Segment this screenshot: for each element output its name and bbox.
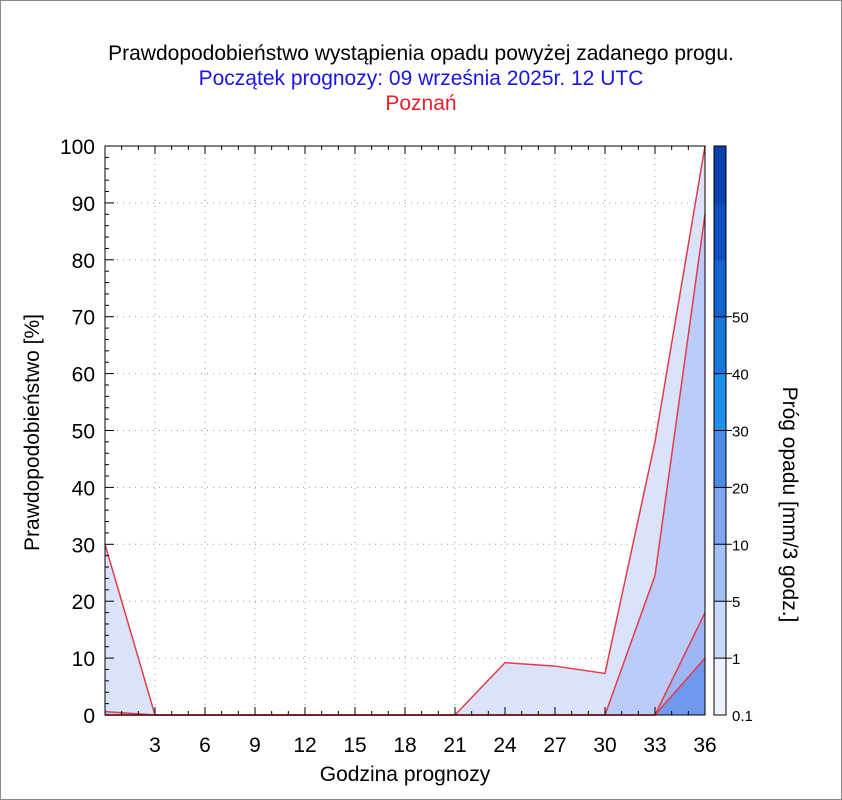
x-tick-label: 9 <box>249 734 261 757</box>
x-tick-label: 18 <box>393 734 416 757</box>
colorbar-tick-label: 30 <box>732 424 749 441</box>
axis-ticks <box>105 146 689 715</box>
x-tick-label: 3 <box>149 734 161 757</box>
y-tick-label: 90 <box>72 193 95 216</box>
colorbar-segment <box>714 259 726 318</box>
x-tick-label: 30 <box>593 734 616 757</box>
series-areas <box>105 146 705 715</box>
area-threshold-1 <box>105 214 705 715</box>
x-tick-label: 27 <box>543 734 566 757</box>
colorbar-segment <box>714 544 726 602</box>
x-axis-label: Godzina prognozy <box>320 763 491 786</box>
colorbar-segment <box>714 373 726 431</box>
colorbar-segment <box>714 316 726 375</box>
x-tick-label: 36 <box>693 734 716 757</box>
chart-subtitle: Początek prognozy: 09 września 2025r. 12… <box>198 67 644 90</box>
y-tick-label: 70 <box>72 307 95 330</box>
y-tick-label: 60 <box>72 364 95 387</box>
y-tick-label: 40 <box>72 477 95 500</box>
y-tick-label: 20 <box>72 591 95 614</box>
y-axis-label: Prawdopodobieństwo [%] <box>21 314 44 551</box>
colorbar-tick-label: 0.1 <box>732 708 753 725</box>
chart-location: Poznań <box>385 92 457 115</box>
y-tick-label: 10 <box>72 648 95 671</box>
y-tick-labels: 0 10 20 30 40 50 60 70 80 90 100 <box>60 136 95 728</box>
x-tick-label: 24 <box>493 734 517 757</box>
y-tick-label: 50 <box>72 421 95 444</box>
colorbar-tick-labels: 0.1 1 5 10 20 30 40 50 <box>732 310 753 725</box>
colorbar-segment <box>714 487 726 545</box>
colorbar-segment <box>714 202 726 261</box>
colorbar-segment <box>714 601 726 659</box>
x-tick-label: 15 <box>343 734 366 757</box>
colorbar-segment <box>714 146 726 204</box>
colorbar-tick-label: 40 <box>732 367 749 384</box>
colorbar-label: Próg opadu [mm/3 godz.] <box>778 387 801 623</box>
colorbar-tick-label: 5 <box>732 594 740 611</box>
x-tick-label: 12 <box>293 734 316 757</box>
y-tick-label: 0 <box>83 705 95 728</box>
x-tick-labels: 3 6 9 12 15 18 21 24 27 30 33 36 <box>149 734 717 757</box>
y-tick-label: 100 <box>60 136 95 159</box>
x-tick-label: 6 <box>199 734 211 757</box>
chart-title: Prawdopodobieństwo wystąpienia opadu pow… <box>108 42 734 65</box>
colorbar-tick-label: 20 <box>732 480 749 497</box>
y-tick-label: 80 <box>72 250 95 273</box>
x-tick-label: 33 <box>643 734 666 757</box>
colorbar <box>713 145 732 716</box>
colorbar-segment <box>714 658 726 716</box>
colorbar-segment <box>714 430 726 488</box>
colorbar-tick-label: 1 <box>732 651 740 668</box>
y-tick-label: 30 <box>72 534 95 557</box>
colorbar-tick-label: 50 <box>732 310 749 327</box>
colorbar-tick-label: 10 <box>732 537 749 554</box>
x-tick-label: 21 <box>443 734 466 757</box>
